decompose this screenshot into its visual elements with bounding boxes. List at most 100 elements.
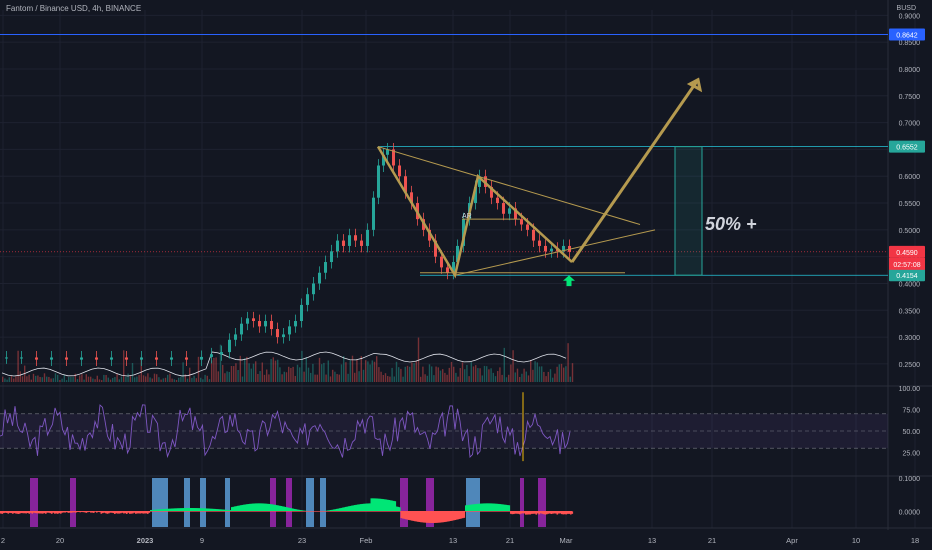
osc-bar-negative (454, 511, 457, 521)
volume-bar (563, 367, 565, 382)
price-axis[interactable]: 0.90000.85000.80000.75000.70000.65000.60… (889, 13, 925, 516)
osc-bar-positive (172, 508, 175, 512)
volume-bar (422, 366, 424, 382)
volume-bar (415, 361, 417, 382)
osc-bar-positive (501, 504, 503, 512)
price-label-text: 0.4590 (896, 250, 918, 257)
volume-bar (255, 361, 257, 382)
volume-bar (283, 371, 285, 382)
osc-bar-positive (210, 508, 212, 512)
osc-bar-negative (543, 511, 545, 515)
volume-bar (492, 372, 494, 382)
osc-bar-positive (367, 503, 370, 512)
osc-bar-positive (201, 508, 203, 512)
osc-bar-positive (393, 500, 395, 512)
volume-bar (252, 363, 255, 382)
price-label-text: 0.4154 (896, 273, 918, 280)
osc-bar-negative (112, 511, 115, 514)
candle-body (228, 339, 231, 353)
osc-bar-positive (187, 508, 190, 512)
osc-bar-negative (118, 511, 121, 514)
buy-signal-arrow (563, 275, 575, 287)
volume-bar (292, 366, 294, 382)
osc-bar-positive (336, 508, 338, 512)
volume-bar (329, 376, 332, 382)
osc-signal-bar (400, 478, 408, 527)
projection-arrow-line (570, 78, 700, 263)
volume-bar (349, 360, 351, 382)
price-tick-label: 0.8000 (899, 67, 921, 74)
osc-bar-negative (31, 511, 34, 514)
osc-bar-negative (412, 511, 415, 521)
volume-bar (527, 375, 530, 382)
osc-bar-positive (190, 508, 193, 512)
osc-bar-positive (274, 504, 277, 512)
osc-bar-negative (519, 511, 521, 515)
volume-bar (373, 361, 376, 382)
volume-bar (323, 362, 325, 382)
osc-bar-negative (411, 511, 413, 521)
osc-bar-negative (109, 511, 112, 513)
osc-bar-positive (267, 503, 269, 512)
osc-bar-negative (96, 511, 98, 513)
osc-bar-positive (175, 508, 178, 512)
osc-bar-positive (292, 508, 295, 512)
oscillator-panel (0, 478, 574, 527)
osc-bar-negative (120, 511, 122, 514)
volume-bar (120, 376, 123, 382)
volume-bar (70, 376, 72, 382)
volume-bar (158, 377, 160, 382)
price-tick-label: 0.8500 (899, 40, 921, 47)
volume-bar (118, 379, 120, 382)
price-label-box (889, 140, 925, 153)
osc-bar-positive (259, 503, 262, 512)
osc-bar-negative (147, 511, 149, 514)
volume-bar (175, 379, 178, 382)
osc-bar-positive (178, 508, 181, 512)
osc-bar-negative (70, 511, 73, 513)
volume-bar (147, 373, 149, 382)
osc-bar-negative (40, 511, 43, 514)
osc-bar-positive (160, 509, 163, 512)
volume-bar (532, 369, 534, 382)
volume-bar (164, 377, 167, 382)
volume-bar (228, 371, 230, 382)
osc-bar-negative (531, 511, 533, 514)
osc-bar-negative (570, 511, 572, 515)
price-tick-label: 0.5500 (899, 201, 921, 208)
volume-bar (129, 375, 131, 382)
volume-bar (156, 374, 158, 382)
time-tick-label: Apr (786, 536, 798, 545)
osc-bar-positive (226, 509, 229, 512)
osc-bar-positive (354, 505, 356, 512)
candle-body (452, 262, 455, 273)
osc-bar-positive (493, 503, 496, 512)
osc-bar-positive (339, 508, 341, 512)
volume-bar (519, 377, 521, 382)
osc-bar-negative (48, 511, 50, 513)
osc-bar-negative (4, 511, 7, 513)
osc-bar-negative (568, 511, 571, 514)
osc-bar-positive (223, 509, 226, 512)
osc-signal-bar (200, 478, 206, 527)
osc-bar-negative (24, 511, 26, 514)
time-axis[interactable]: 2 20 2023 9 23 Feb 13 21 Mar 13 21 Apr 10 18 (1, 536, 919, 545)
osc-bar-positive (301, 510, 304, 512)
volume-bar (435, 366, 437, 382)
osc-bar-positive (241, 504, 244, 512)
osc-bar-positive (222, 509, 224, 512)
osc-bar-negative (1, 511, 4, 514)
osc-bar-negative (514, 511, 517, 514)
volume-bar (481, 375, 483, 382)
volume-bar (54, 373, 57, 382)
volume-bar (470, 362, 472, 382)
osc-bar-negative (0, 511, 2, 514)
time-tick-label: 18 (911, 536, 919, 545)
rsi-tick-label: 100.00 (899, 386, 921, 393)
volume-bar (571, 363, 574, 382)
osc-bar-negative (46, 511, 49, 513)
osc-bar-positive (289, 507, 292, 512)
volume-bar (167, 374, 169, 382)
price-label-box (889, 28, 925, 41)
